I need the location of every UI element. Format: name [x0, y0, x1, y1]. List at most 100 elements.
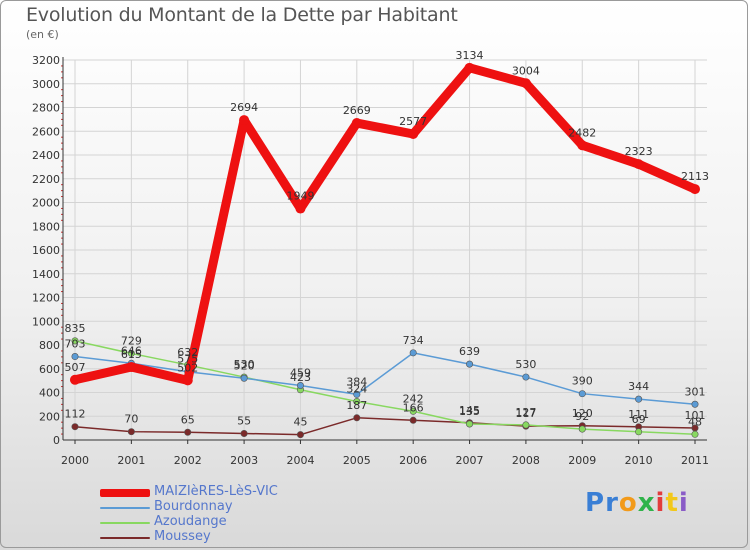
series-1-label-3: 520	[234, 359, 255, 372]
series-0-label-11: 2113	[681, 170, 709, 183]
series-2-label-8: 127	[515, 406, 536, 419]
series-2-point-9	[578, 425, 586, 433]
logo-letter: i	[678, 488, 689, 518]
series-3-label-4: 45	[293, 416, 307, 429]
series-2-label-3: 530	[234, 358, 255, 371]
series-1-label-9: 390	[572, 375, 593, 388]
series-0-label-0: 507	[65, 361, 86, 374]
series-3-label-9: 120	[572, 407, 593, 420]
series-3-label-5: 187	[346, 399, 367, 412]
series-1-point-3	[240, 374, 248, 382]
logo-letter: x	[637, 488, 656, 518]
series-3-point-1	[127, 428, 135, 436]
series-0-label-8: 3004	[512, 64, 540, 77]
series-3-label-7: 145	[459, 404, 480, 417]
series-3-point-0	[71, 423, 79, 431]
series-1-label-7: 639	[459, 345, 480, 358]
legend-swatch-0	[100, 489, 150, 497]
series-0-point-9	[577, 140, 588, 151]
series-2-point-5	[353, 398, 361, 406]
series-0-point-11	[690, 184, 700, 195]
series-0-label-5: 2669	[343, 104, 371, 117]
x-tick-label-6: 2006	[399, 454, 427, 467]
series-1-label-4: 459	[290, 366, 311, 379]
series-3-point-6	[409, 416, 417, 424]
series-1-point-9	[578, 390, 586, 398]
series-2-label-7: 135	[459, 405, 480, 418]
series-0-label-1: 615	[121, 348, 142, 361]
series-0-point-0	[70, 374, 80, 385]
series-2-point-10	[635, 428, 643, 436]
legend-label-0: MAIZIèRES-LèS-VIC	[154, 484, 278, 499]
series-0-label-6: 2577	[399, 115, 427, 128]
series-1-point-4	[296, 381, 304, 389]
y-tick-label-11: 2200	[32, 173, 60, 186]
series-0-label-2: 502	[177, 361, 198, 374]
series-2-label-11: 48	[688, 415, 702, 428]
y-tick-label-14: 2800	[32, 102, 60, 115]
proxiti-logo: Proxiti	[585, 488, 689, 518]
series-1-point-10	[635, 395, 643, 403]
series-3-label-0: 112	[65, 408, 86, 421]
series-0-label-10: 2323	[625, 145, 653, 158]
y-tick-label-15: 3000	[32, 78, 60, 91]
series-0-point-5	[351, 118, 362, 129]
y-tick-label-7: 1400	[32, 268, 60, 281]
logo-letter: t	[665, 488, 679, 518]
y-tick-label-5: 1000	[32, 315, 60, 328]
series-2-label-5: 324	[346, 383, 367, 396]
chart-title: Evolution du Montant de la Dette par Hab…	[26, 4, 458, 26]
series-1-point-7	[466, 360, 474, 368]
series-1-label-0: 703	[65, 338, 86, 351]
series-1-label-5: 384	[346, 375, 367, 388]
legend-swatch-1	[100, 507, 150, 509]
series-0-point-8	[520, 78, 531, 89]
legend-label-2: Azoudange	[154, 514, 227, 529]
series-2-point-11	[691, 430, 699, 438]
y-tick-label-10: 2000	[32, 197, 60, 210]
series-0-point-2	[182, 375, 193, 386]
x-tick-label-0: 2000	[61, 454, 89, 467]
legend-label-3: Moussey	[154, 529, 211, 544]
x-tick-label-7: 2007	[456, 454, 484, 467]
series-line-3	[74, 417, 696, 436]
series-3-label-10: 111	[628, 408, 649, 421]
x-tick-label-9: 2009	[568, 454, 596, 467]
series-0-point-4	[295, 203, 306, 214]
x-tick-label-11: 2011	[681, 454, 709, 467]
series-0-point-6	[408, 128, 419, 139]
series-3-label-3: 55	[237, 414, 251, 427]
y-tick-label-9: 1800	[32, 220, 60, 233]
series-2-point-0	[71, 337, 79, 345]
series-0-point-3	[239, 115, 250, 126]
x-tick-label-10: 2010	[625, 454, 653, 467]
y-tick-label-2: 400	[39, 387, 60, 400]
series-3-label-6: 166	[403, 401, 424, 414]
series-2-point-6	[409, 407, 417, 415]
legend-swatch-2	[100, 522, 150, 524]
series-3-label-1: 70	[124, 413, 138, 426]
series-3-point-5	[353, 414, 361, 422]
series-1-point-8	[522, 373, 530, 381]
x-tick-label-1: 2001	[117, 454, 145, 467]
x-tick-label-4: 2004	[286, 454, 314, 467]
series-1-label-10: 344	[628, 380, 649, 393]
logo-letter: i	[655, 488, 666, 518]
series-1-label-8: 530	[515, 358, 536, 371]
series-2-label-1: 729	[121, 334, 142, 347]
y-tick-label-12: 2400	[32, 149, 60, 162]
series-3-label-8: 117	[515, 407, 536, 420]
series-3-point-3	[240, 429, 248, 437]
series-1-point-11	[691, 400, 699, 408]
logo-letter: P	[585, 488, 606, 518]
y-tick-label-16: 3200	[32, 54, 60, 67]
series-2-label-10: 69	[632, 413, 646, 426]
series-2-label-2: 632	[177, 346, 198, 359]
series-1-point-5	[353, 390, 361, 398]
series-0-label-3: 2694	[230, 101, 258, 114]
y-tick-label-13: 2600	[32, 125, 60, 138]
series-0-point-7	[464, 62, 475, 73]
series-2-label-0: 835	[65, 322, 86, 335]
